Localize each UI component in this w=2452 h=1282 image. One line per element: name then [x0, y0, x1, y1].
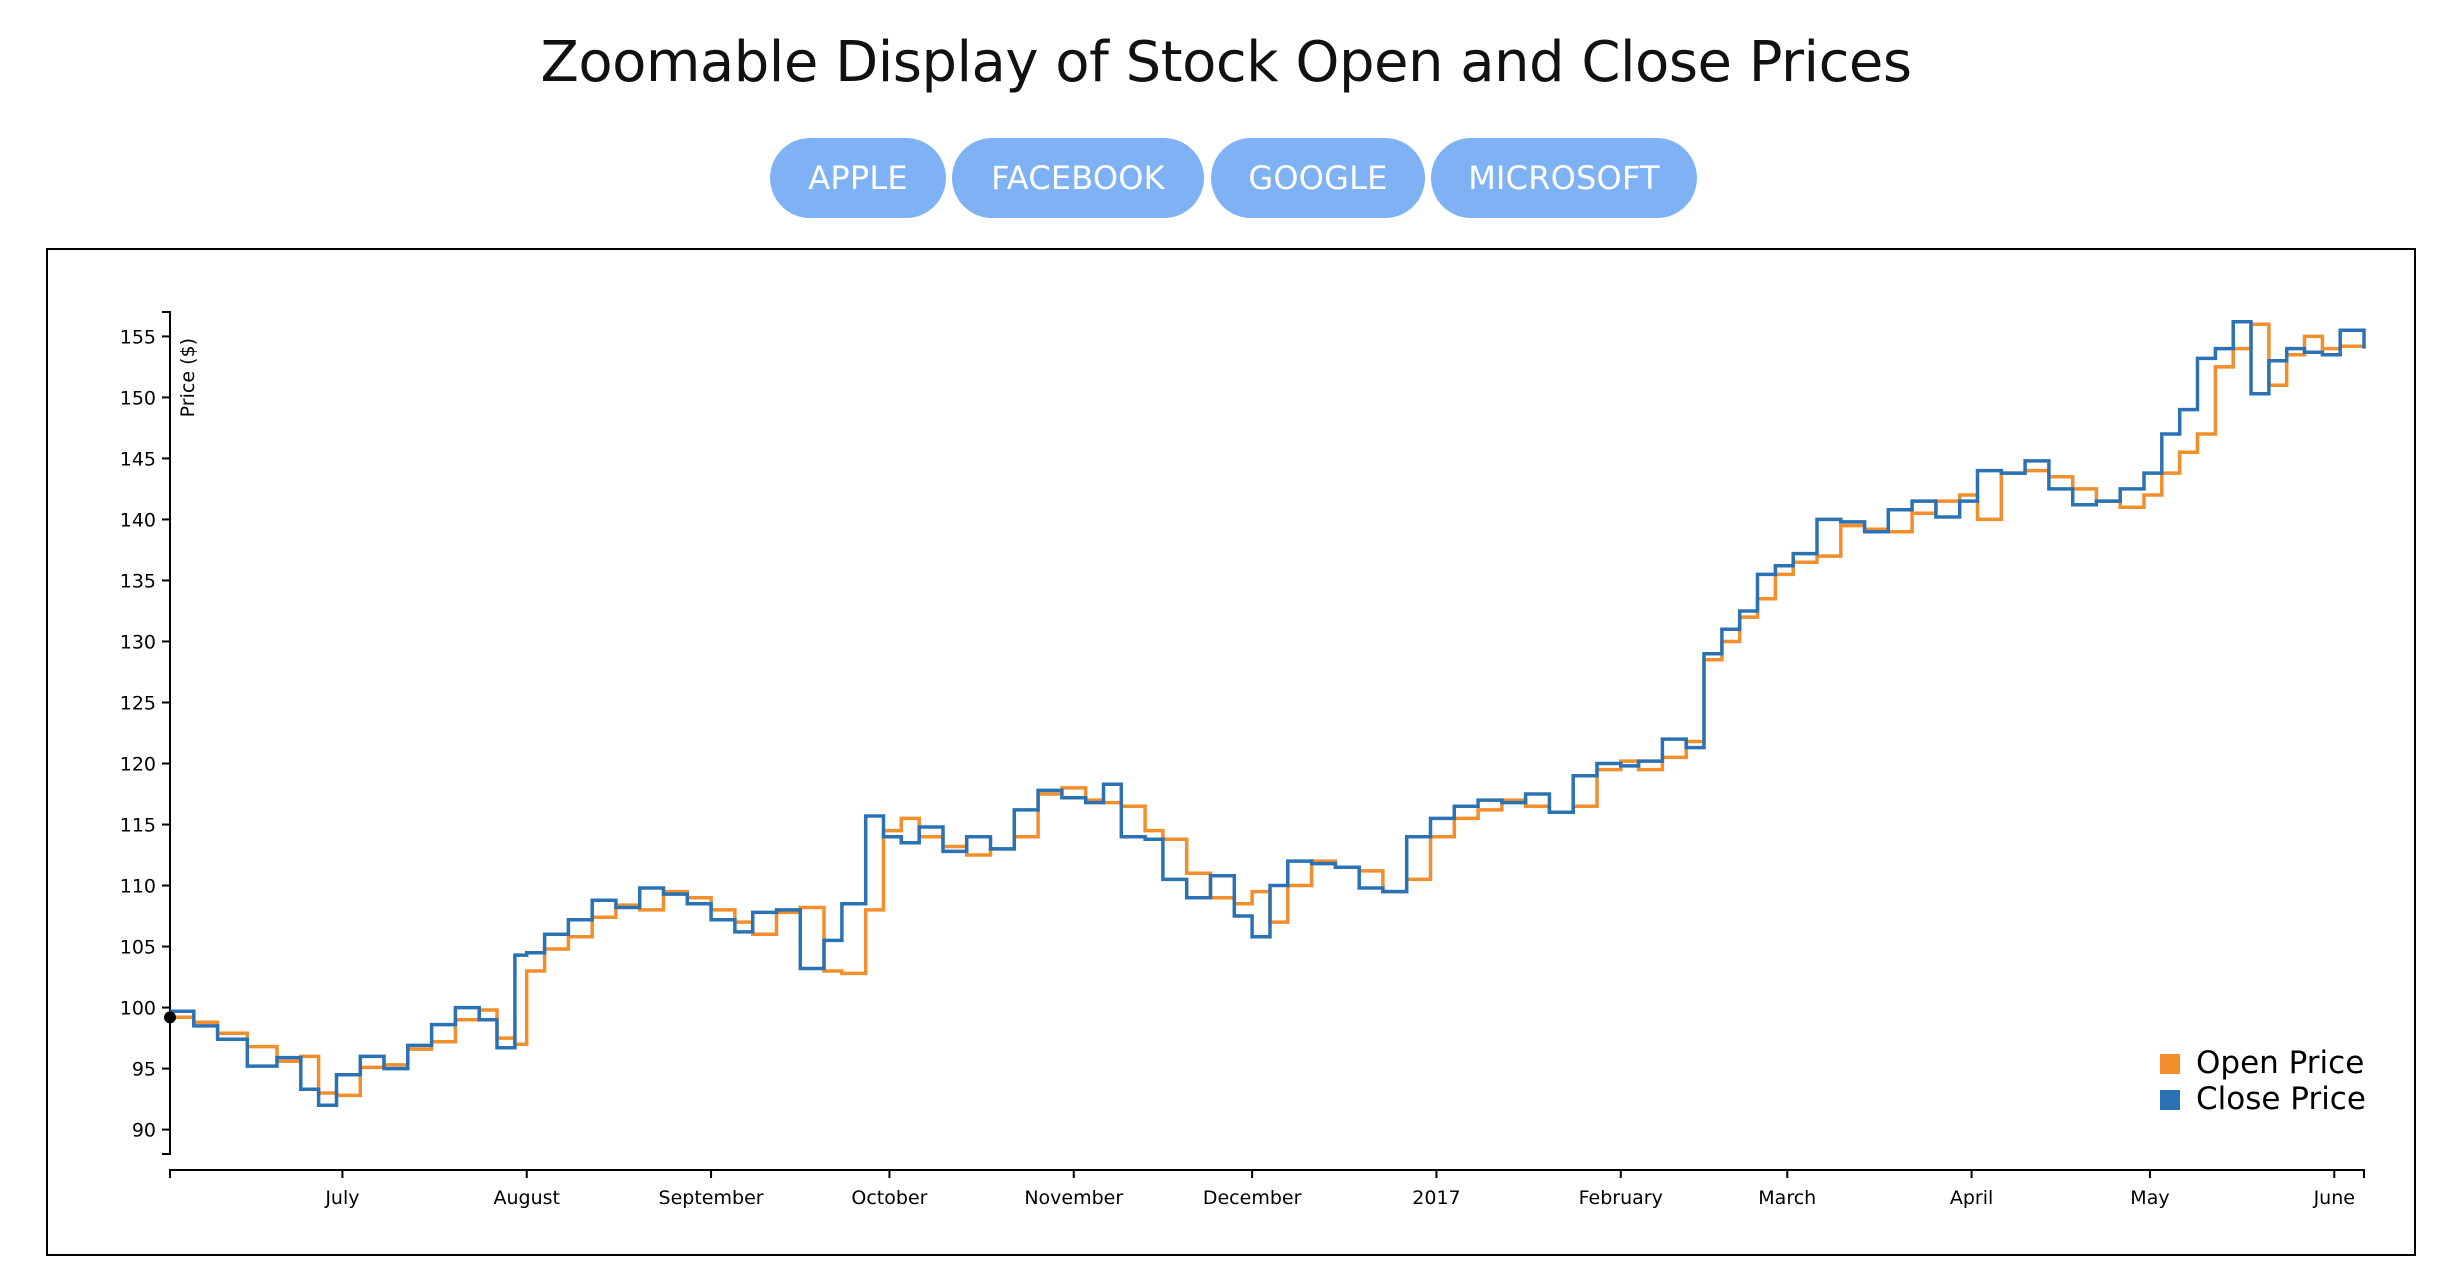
- y-tick-label: 145: [120, 448, 156, 470]
- legend-open-label: Open Price: [2196, 1045, 2364, 1081]
- x-tick-label: August: [493, 1187, 560, 1209]
- y-tick-label: 130: [120, 631, 156, 653]
- x-tick-label: November: [1024, 1187, 1123, 1209]
- y-tick-label: 135: [120, 570, 156, 592]
- facebook-button[interactable]: FACEBOOK: [952, 138, 1204, 218]
- y-tick-label: 105: [120, 937, 156, 959]
- x-tick-label: December: [1203, 1187, 1302, 1209]
- y-axis: 90 95 100 105 110 115 120 125 130 135 140 145 150 155: [120, 311, 171, 1155]
- y-tick-label: 150: [120, 387, 156, 409]
- page-title: Zoomable Display of Stock Open and Close…: [540, 30, 1912, 95]
- stock-chart[interactable]: 90 95 100 105 110 115 120 125 130 135 140 145 150 155…: [48, 250, 2414, 1254]
- google-button[interactable]: GOOGLE: [1211, 138, 1425, 218]
- x-axis: July August September October November Decemb…: [169, 1169, 2365, 1209]
- y-axis-line: [162, 311, 171, 1155]
- y-tick-label: 125: [120, 692, 156, 714]
- focus-dot[interactable]: [164, 1011, 176, 1024]
- microsoft-button[interactable]: MICROSOFT: [1431, 138, 1697, 218]
- y-tick-label: 110: [120, 876, 156, 898]
- x-tick-label: May: [2130, 1187, 2169, 1209]
- legend-close-swatch: [2160, 1090, 2180, 1110]
- x-tick-label: July: [324, 1187, 359, 1209]
- y-tick-label: 95: [132, 1059, 156, 1081]
- x-tick-label: April: [1950, 1187, 1993, 1209]
- x-tick-label: June: [2313, 1187, 2355, 1209]
- x-tick-label: October: [851, 1187, 927, 1209]
- y-tick-label: 140: [120, 509, 156, 531]
- y-tick-label: 115: [120, 815, 156, 837]
- x-tick-label: 2017: [1412, 1187, 1460, 1209]
- apple-button[interactable]: APPLE: [770, 138, 946, 218]
- x-tick-label: February: [1579, 1187, 1663, 1209]
- open-price-line: [170, 322, 2366, 1098]
- y-tick-label: 155: [120, 326, 156, 348]
- y-axis-label: Price ($): [177, 338, 199, 417]
- chart-frame[interactable]: 90 95 100 105 110 115 120 125 130 135 140 145 150 155…: [46, 248, 2416, 1256]
- y-tick-label: 90: [132, 1120, 156, 1142]
- legend: Open Price Close Price: [2160, 1045, 2366, 1117]
- x-tick-label: March: [1758, 1187, 1816, 1209]
- y-tick-label: 120: [120, 754, 156, 776]
- y-tick-label: 100: [120, 998, 156, 1020]
- x-axis-line: [169, 1169, 2365, 1178]
- x-tick-label: September: [659, 1187, 764, 1209]
- legend-open-swatch: [2160, 1054, 2180, 1074]
- close-price-line: [170, 320, 2366, 1107]
- legend-close-label: Close Price: [2196, 1081, 2366, 1117]
